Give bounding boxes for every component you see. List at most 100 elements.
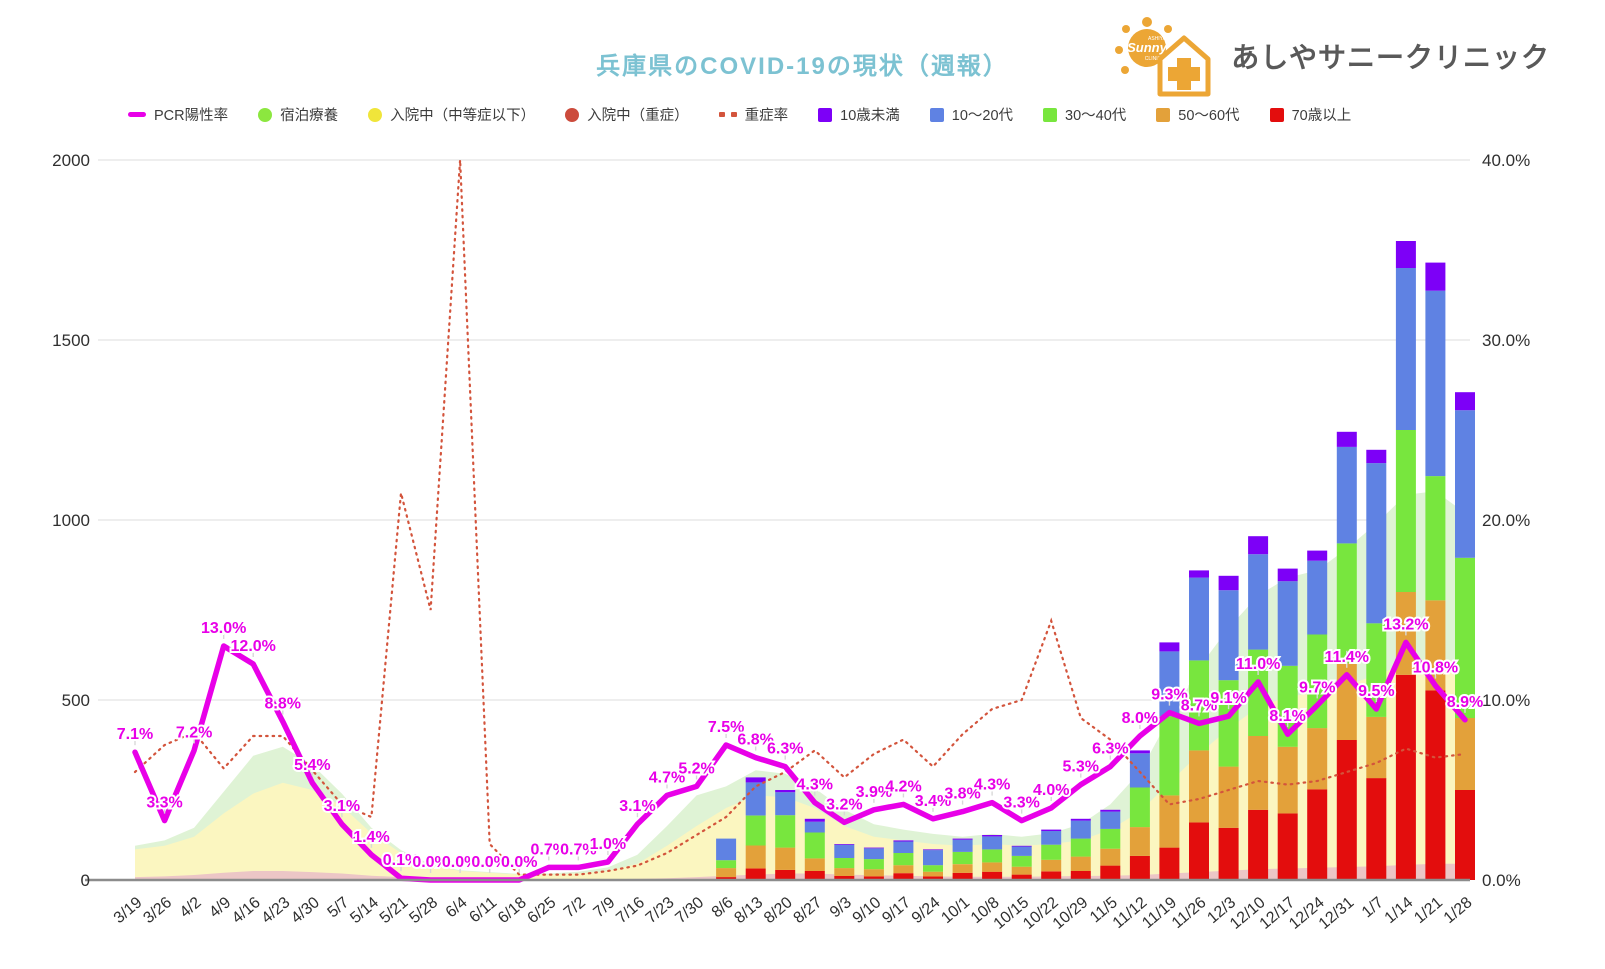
legend-item-4[interactable]: 重症率 [718, 104, 789, 125]
pcr-data-labels: 7.1% 3.3% 7.2% 13.0%12.0% 8.8% 5.4% 3.1% 1.4% 0.… [115, 614, 1485, 873]
bar-segment-age_under10 [923, 849, 943, 851]
bar-segment-age_30_40 [1041, 844, 1062, 860]
x-axis-tick-label: 11/26 [1169, 894, 1210, 932]
pcr-label: 6.3% [767, 741, 803, 758]
pcr-label: 9.7% [1299, 679, 1335, 696]
left-axis-tick-label: 1000 [52, 511, 90, 530]
x-axis-tick-label: 6/11 [466, 894, 500, 926]
bar-segment-age_70plus [804, 871, 825, 880]
bars-layer [716, 241, 1475, 880]
bar-segment-age_under10 [1070, 818, 1091, 821]
bar-segment-age_50_60 [1041, 859, 1062, 872]
pcr-label: 3.2% [826, 796, 862, 813]
bar-segment-age_50_60 [1011, 866, 1032, 875]
bar-segment-age_under10 [952, 838, 973, 840]
legend-item-8[interactable]: 50〜60代 [1156, 104, 1240, 125]
bar-segment-age_under10 [1248, 536, 1269, 555]
legend-label: 30〜40代 [1065, 108, 1127, 124]
legend-item-5[interactable]: 10歳未満 [818, 104, 900, 125]
pcr-label: 7.5% [708, 719, 744, 736]
legend-circle-marker-icon [258, 107, 273, 122]
bar-segment-age_50_60 [804, 858, 825, 871]
bar-segment-age_under10 [745, 777, 766, 783]
legend-circle-marker-icon [565, 107, 580, 122]
x-axis-tick-label: 3/26 [140, 894, 175, 927]
bar-segment-age_10_20 [893, 841, 914, 853]
pcr-label: 9.3% [1151, 687, 1187, 704]
bar-segment-age_30_40 [834, 858, 855, 869]
legend-item-2[interactable]: 入院中（中等症以下） [368, 104, 535, 125]
bar-segment-age_10_20 [1366, 463, 1387, 624]
bar-segment-age_30_40 [1011, 855, 1032, 867]
bar-segment-age_under10 [1218, 575, 1239, 591]
pcr-label: 10.8% [1413, 660, 1458, 677]
x-axis-tick-label: 1/14 [1382, 894, 1417, 927]
bar-segment-age_under10 [1100, 809, 1121, 812]
pcr-label: 4.3% [974, 777, 1010, 794]
pcr-label: 5.2% [678, 760, 714, 777]
chart-legend: PCR陽性率 宿泊療養 入院中（中等症以下） 入院中（重症） 重症率 10歳未満 10〜20… [128, 104, 1458, 125]
bar-segment-age_under10 [982, 835, 1003, 837]
bar-segment-age_under10 [1129, 750, 1150, 754]
bar-segment-age_30_40 [1159, 716, 1180, 796]
bar-segment-age_10_20 [1277, 581, 1298, 666]
legend-dotted-marker-icon [718, 112, 737, 117]
x-axis-labels: 3/193/26 4/2 4/94/164/234/30 5/75/145/215/2… [111, 894, 1476, 933]
legend-label: 重症率 [744, 108, 789, 124]
bar-segment-age_under10 [1425, 262, 1446, 291]
bar-segment-age_50_60 [863, 869, 884, 877]
x-axis-tick-label: 7/30 [672, 894, 707, 927]
svg-text:Sunny: Sunny [1127, 40, 1167, 55]
x-axis-tick-label: 6/18 [495, 894, 530, 927]
pcr-label: 0.0% [471, 854, 507, 871]
legend-item-3[interactable]: 入院中（重症） [565, 104, 689, 125]
x-axis-tick-label: 10/29 [1050, 894, 1092, 933]
x-axis-tick-label: 5/14 [347, 894, 382, 927]
legend-item-1[interactable]: 宿泊療養 [258, 104, 338, 125]
bar-segment-age_50_60 [1159, 795, 1180, 848]
bar-segment-age_10_20 [1189, 577, 1209, 661]
bar-segment-age_10_20 [1395, 268, 1416, 430]
bar-segment-age_under10 [1189, 570, 1209, 578]
x-axis-tick-label: 9/24 [909, 894, 944, 927]
pcr-label: 3.3% [1003, 795, 1039, 812]
bar-segment-age_50_60 [1070, 856, 1091, 871]
bar-segment-age_under10 [834, 844, 855, 845]
pcr-label: 8.0% [1122, 710, 1158, 727]
bar-segment-age_50_60 [1455, 718, 1475, 790]
bar-segment-age_50_60 [716, 868, 737, 878]
bar-segment-age_30_40 [1395, 430, 1416, 592]
pcr-label: 11.4% [1325, 649, 1369, 666]
bar-segment-age_10_20 [863, 848, 884, 860]
bar-segment-age_50_60 [1218, 766, 1239, 828]
legend-item-6[interactable]: 10〜20代 [929, 104, 1013, 125]
bar-segment-age_70plus [1395, 674, 1416, 880]
x-axis-tick-label: 5/28 [406, 894, 441, 927]
bar-segment-age_30_40 [745, 815, 766, 846]
bar-segment-age_70plus [1248, 809, 1269, 880]
pcr-label: 13.0% [201, 620, 246, 637]
bar-segment-age_50_60 [1248, 736, 1269, 810]
legend-label: 50〜60代 [1178, 108, 1240, 124]
x-axis-tick-label: 6/4 [443, 894, 471, 921]
pcr-label: 4.0% [1033, 782, 1069, 799]
bar-segment-age_10_20 [923, 850, 943, 866]
bar-segment-age_under10 [1307, 550, 1328, 561]
pcr-label: 3.4% [915, 793, 951, 810]
left-axis-labels: 0 500 1000 1500 2000 [52, 151, 90, 890]
legend-square-marker-icon [818, 107, 833, 122]
severe-rate-polyline [133, 159, 1467, 876]
x-axis-tick-label: 8/27 [791, 894, 826, 927]
bar-segment-age_30_40 [1455, 557, 1475, 718]
legend-label: 入院中（重症） [587, 108, 689, 124]
bar-segment-age_30_40 [982, 849, 1003, 863]
legend-label: 70歳以上 [1291, 108, 1352, 124]
legend-item-9[interactable]: 70歳以上 [1269, 104, 1352, 125]
legend-item-0[interactable]: PCR陽性率 [128, 104, 228, 125]
bar-segment-age_30_40 [952, 851, 973, 865]
right-axis-tick-label: 0.0% [1482, 871, 1521, 890]
bar-segment-age_10_20 [775, 792, 796, 816]
bar-segment-age_under10 [863, 847, 884, 849]
legend-item-7[interactable]: 30〜40代 [1043, 104, 1126, 125]
pcr-label: 0.1% [383, 852, 419, 869]
